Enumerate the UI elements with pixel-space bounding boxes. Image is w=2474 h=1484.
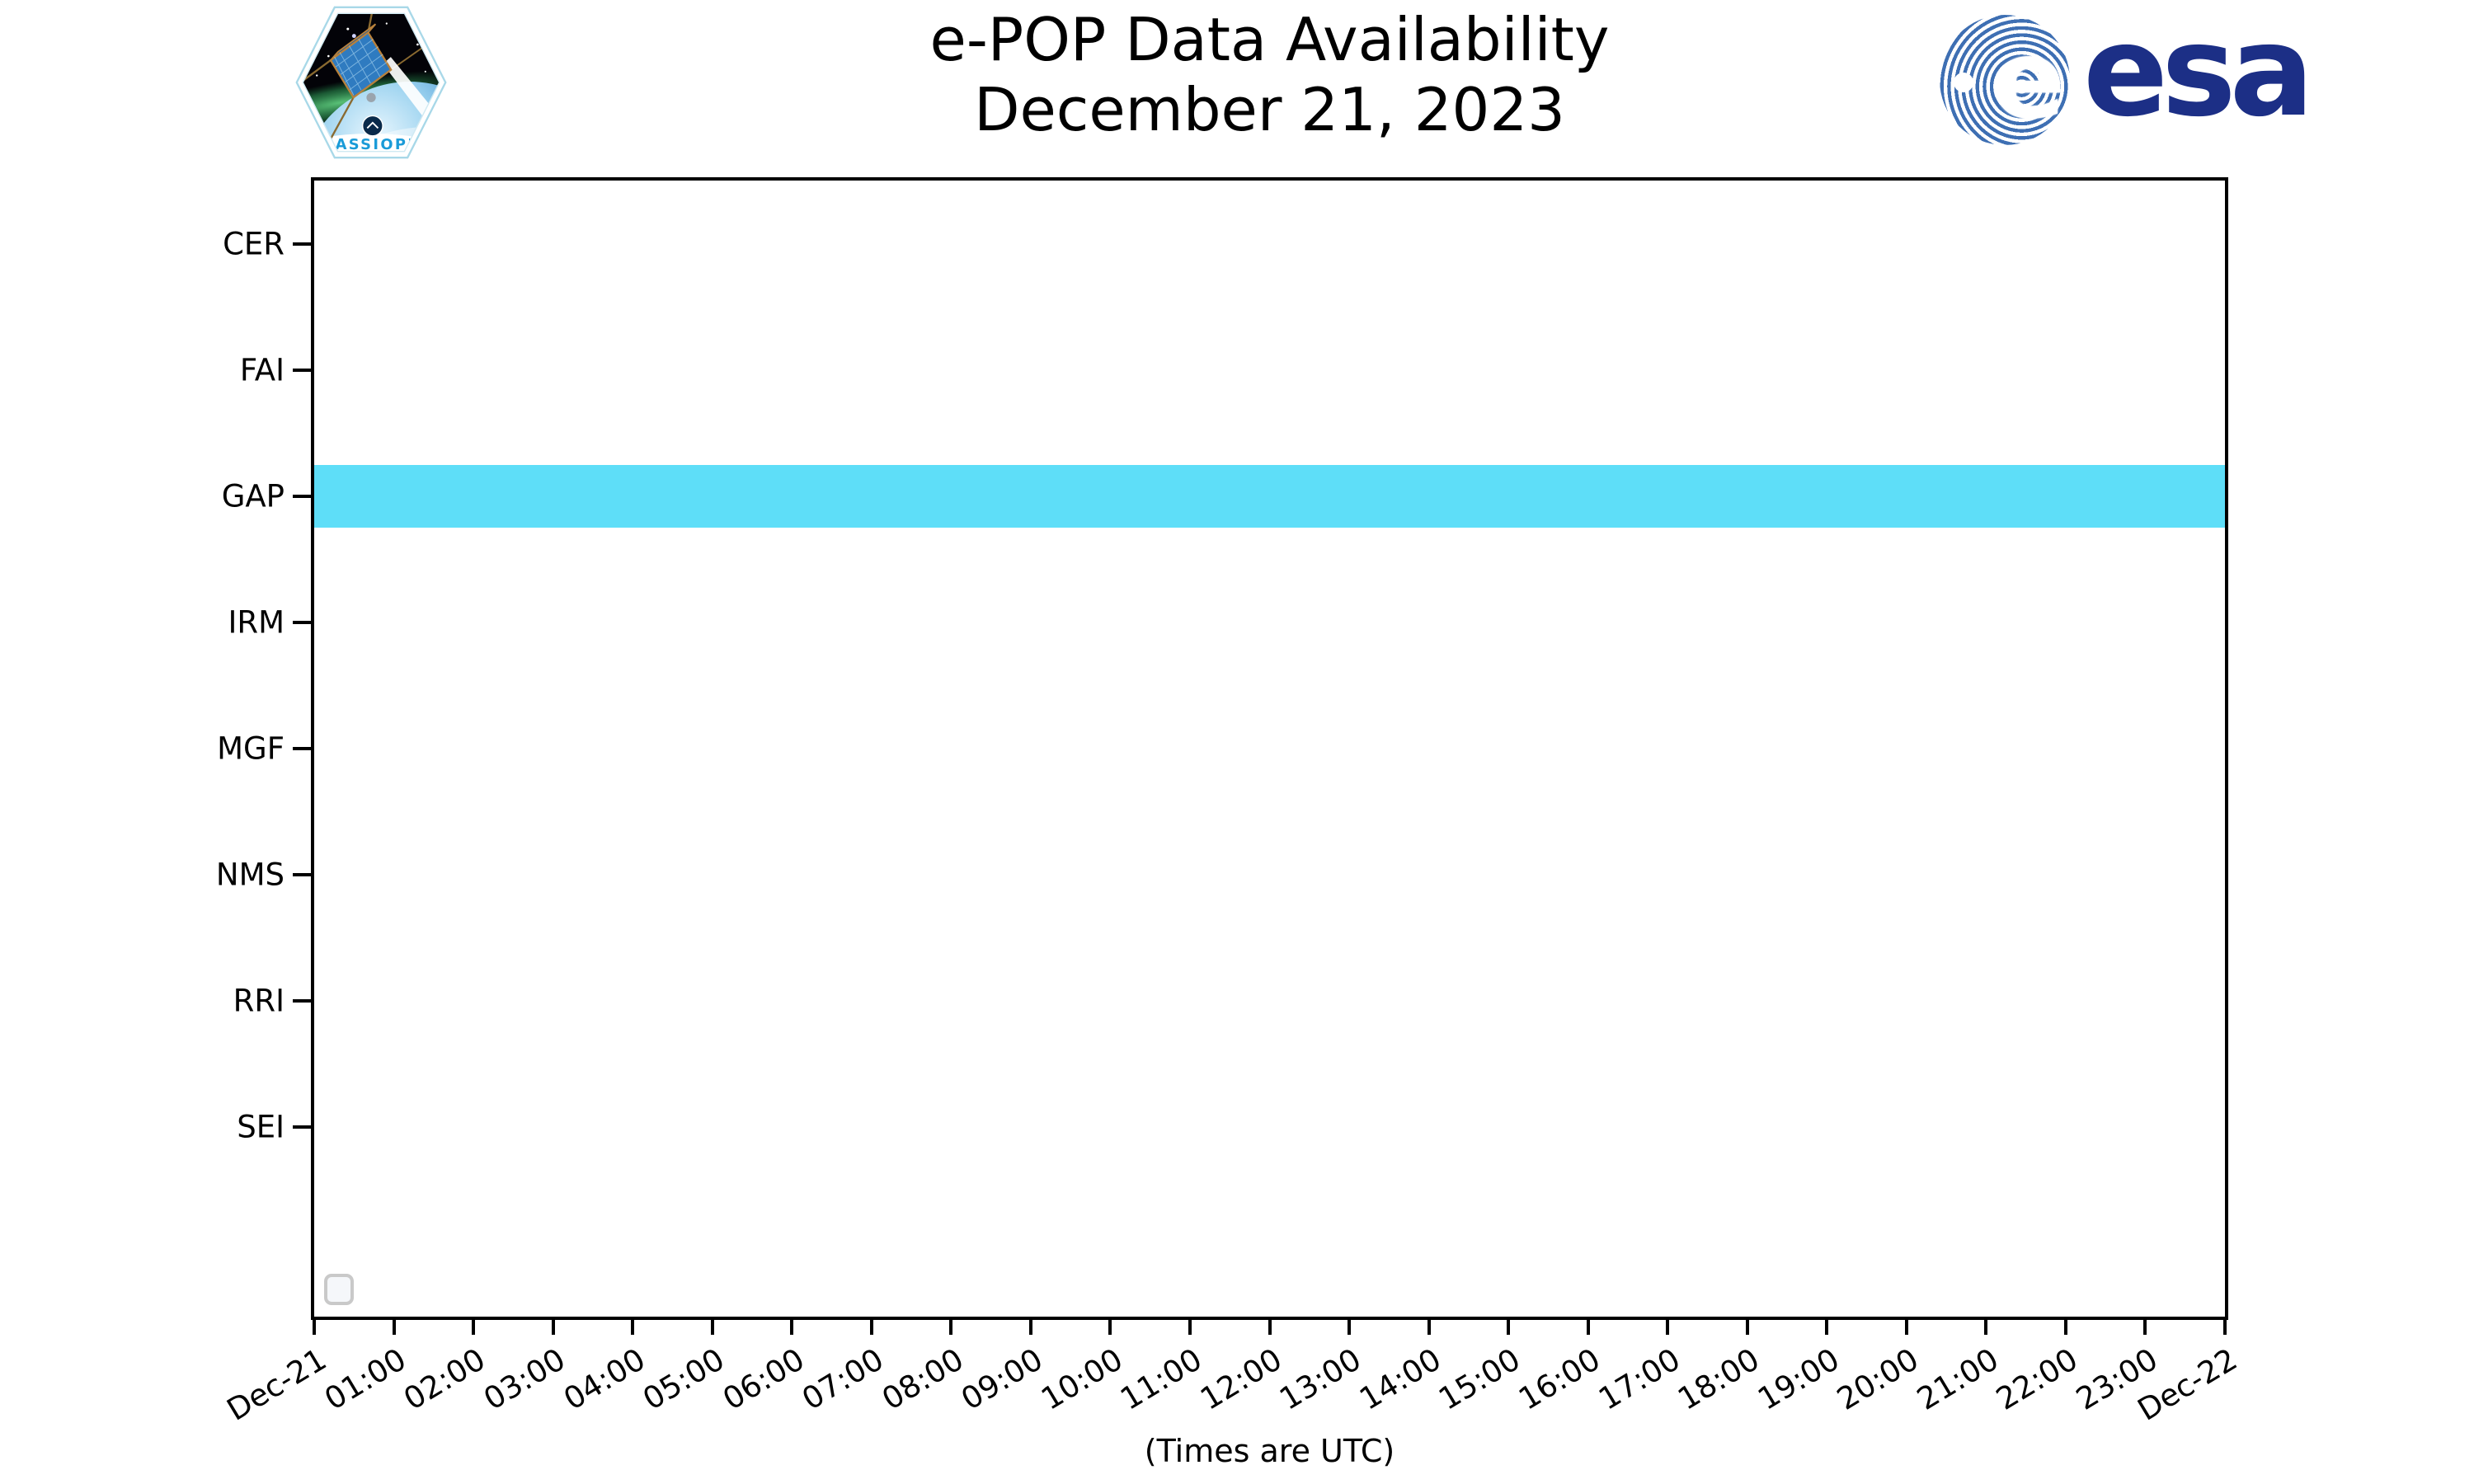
x-axis-tick bbox=[1984, 1317, 1988, 1335]
x-axis-label: 13:00 bbox=[1273, 1341, 1368, 1417]
y-axis-label-cer: CER bbox=[223, 226, 285, 262]
x-axis-label: 18:00 bbox=[1672, 1341, 1766, 1417]
x-axis-title: (Times are UTC) bbox=[1144, 1433, 1395, 1469]
chart-title: e-POP Data Availability December 21, 202… bbox=[311, 5, 2228, 145]
y-axis-label-mgf: MGF bbox=[217, 730, 285, 767]
x-axis-label: 11:00 bbox=[1114, 1341, 1209, 1417]
availability-bar-gap bbox=[314, 464, 2225, 528]
y-axis-tick bbox=[293, 999, 311, 1003]
esa-satellite-dot bbox=[1954, 73, 1973, 92]
bright-star bbox=[351, 34, 356, 39]
x-axis-label: 20:00 bbox=[1831, 1341, 1925, 1417]
legend-box bbox=[324, 1274, 354, 1305]
y-axis-label-rri: RRI bbox=[233, 983, 285, 1019]
x-axis-label: 21:00 bbox=[1910, 1341, 2005, 1417]
x-axis-label: 12:00 bbox=[1194, 1341, 1288, 1417]
csa-badge bbox=[361, 115, 383, 137]
x-axis-tick bbox=[392, 1317, 396, 1335]
x-axis-tick bbox=[1268, 1317, 1272, 1335]
chart-title-line1: e-POP Data Availability bbox=[929, 5, 1610, 74]
x-axis-tick bbox=[1507, 1317, 1511, 1335]
plot-canvas bbox=[314, 181, 2225, 1317]
y-axis-label-sei: SEI bbox=[237, 1109, 285, 1145]
x-axis-tick bbox=[551, 1317, 555, 1335]
x-axis-label: 02:00 bbox=[397, 1341, 492, 1417]
x-axis-label: 16:00 bbox=[1512, 1341, 1606, 1417]
x-axis-label: 15:00 bbox=[1432, 1341, 1527, 1417]
x-axis-tick bbox=[1188, 1317, 1192, 1335]
x-axis-label: 14:00 bbox=[1353, 1341, 1447, 1417]
x-axis-tick bbox=[790, 1317, 794, 1335]
x-axis-label: 06:00 bbox=[716, 1341, 811, 1417]
x-axis-tick bbox=[1108, 1317, 1112, 1335]
chart-title-line2: December 21, 2023 bbox=[974, 74, 1565, 144]
esa-wordmark: esa bbox=[2083, 0, 2314, 144]
x-axis-tick bbox=[1904, 1317, 1908, 1335]
y-axis-tick bbox=[293, 873, 311, 877]
x-axis-tick bbox=[1028, 1317, 1032, 1335]
x-axis-tick bbox=[472, 1317, 476, 1335]
x-axis-label: 09:00 bbox=[955, 1341, 1050, 1417]
y-axis-tick bbox=[293, 494, 311, 498]
x-axis-tick bbox=[2143, 1317, 2147, 1335]
y-axis-tick bbox=[293, 368, 311, 372]
plot-area: CER FAI GAP IRM MGF NMS RRI SEI Dec-21 01:00 02:00… bbox=[216, 177, 2243, 1428]
x-axis-label: 01:00 bbox=[318, 1341, 412, 1417]
esa-e-glyph: e bbox=[1992, 16, 2066, 143]
x-axis-tick bbox=[1825, 1317, 1829, 1335]
x-axis-label: 07:00 bbox=[796, 1341, 890, 1417]
x-axis-label: 17:00 bbox=[1592, 1341, 1686, 1417]
x-axis-label: 04:00 bbox=[557, 1341, 651, 1417]
x-axis-tick bbox=[1586, 1317, 1590, 1335]
x-axis-label: 05:00 bbox=[637, 1341, 731, 1417]
x-axis-tick bbox=[710, 1317, 714, 1335]
x-axis-label: 03:00 bbox=[477, 1341, 571, 1417]
cassiope-mission-patch: CASSIOPE bbox=[294, 2, 449, 163]
x-axis-label: 22:00 bbox=[1990, 1341, 2085, 1417]
y-axis-tick bbox=[293, 242, 311, 246]
x-axis-label: 10:00 bbox=[1034, 1341, 1129, 1417]
esa-globe-icon: e bbox=[1940, 15, 2070, 145]
x-axis-tick bbox=[1745, 1317, 1749, 1335]
x-axis-tick bbox=[1427, 1317, 1431, 1335]
x-axis-label: Dec-21 bbox=[220, 1341, 333, 1428]
x-axis-label: 19:00 bbox=[1751, 1341, 1846, 1417]
y-axis-tick bbox=[293, 1125, 311, 1129]
x-axis-tick bbox=[631, 1317, 635, 1335]
y-axis-tick bbox=[293, 747, 311, 750]
x-axis-tick bbox=[949, 1317, 953, 1335]
x-axis-tick bbox=[869, 1317, 873, 1335]
y-axis-label-gap: GAP bbox=[221, 478, 285, 514]
y-axis-label-fai: FAI bbox=[239, 352, 285, 388]
x-axis-tick bbox=[313, 1317, 316, 1335]
x-axis-tick bbox=[2063, 1317, 2067, 1335]
x-axis-tick bbox=[1348, 1317, 1352, 1335]
y-axis-label-irm: IRM bbox=[228, 604, 285, 641]
x-axis-tick bbox=[2223, 1317, 2227, 1335]
y-axis-label-nms: NMS bbox=[215, 857, 285, 893]
x-axis-tick bbox=[1666, 1317, 1670, 1335]
x-axis-label: 08:00 bbox=[875, 1341, 970, 1417]
esa-logo: e esa bbox=[1940, 0, 2314, 150]
y-axis-tick bbox=[293, 620, 311, 624]
cassiope-wordmark: CASSIOPE bbox=[322, 136, 420, 153]
cassiope-patch-graphic: CASSIOPE bbox=[295, 6, 447, 159]
